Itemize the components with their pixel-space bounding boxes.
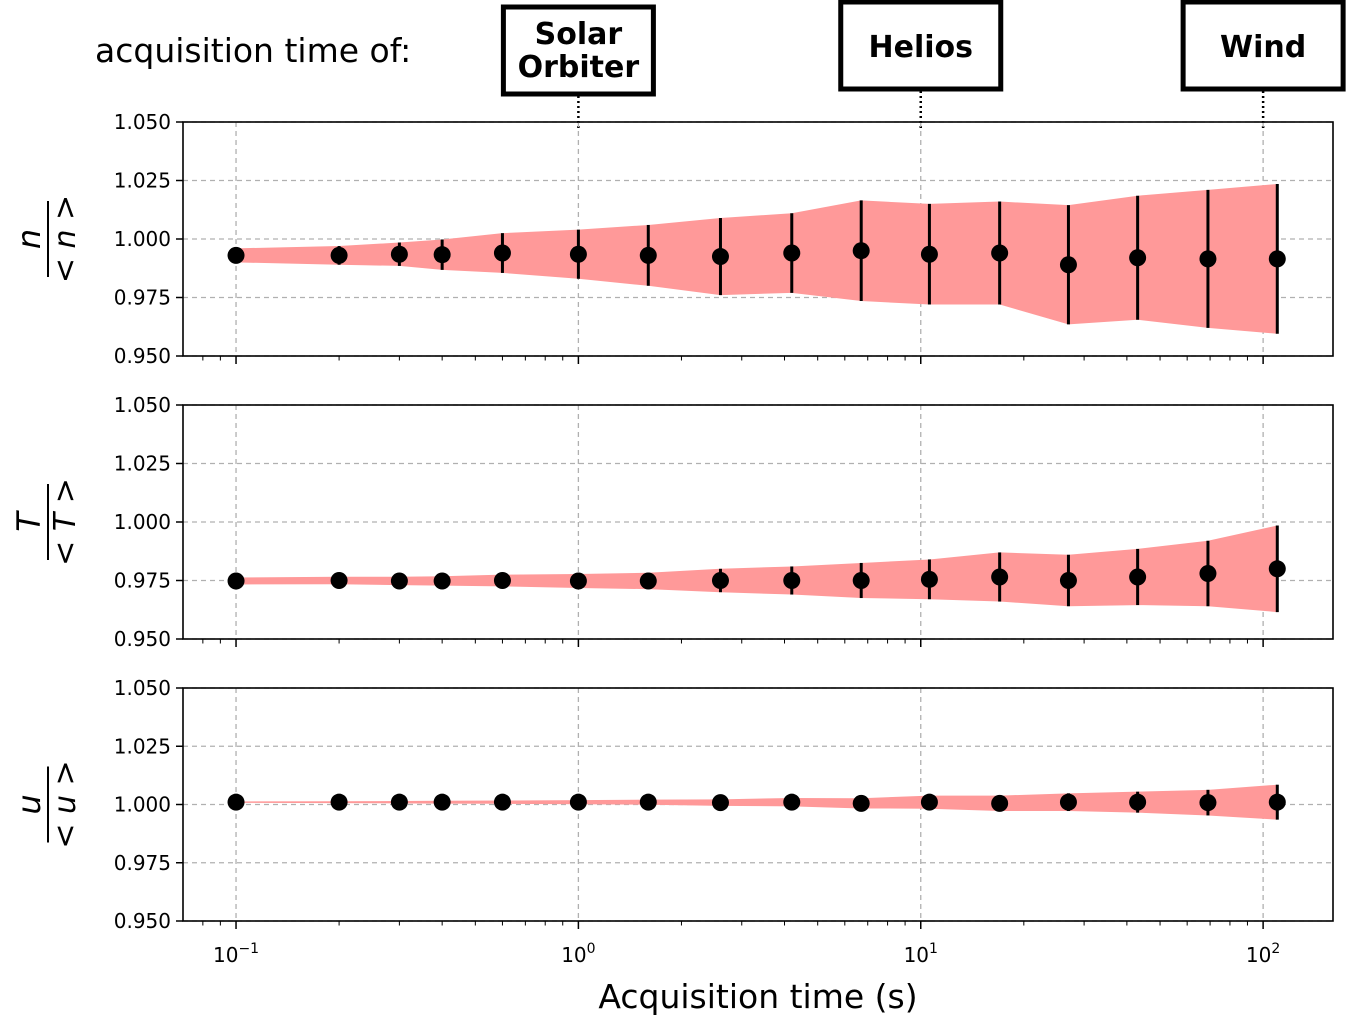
y-tick-label: 0.950 bbox=[114, 909, 171, 933]
data-point bbox=[920, 570, 938, 588]
y-axis-label-temperature: T < T > bbox=[10, 478, 83, 566]
annotation-text: Helios bbox=[869, 30, 974, 65]
x-tick-label: 100 bbox=[561, 941, 595, 967]
x-tick-label: 101 bbox=[904, 941, 938, 967]
data-point bbox=[227, 246, 245, 264]
y-label-denominator: < T > bbox=[48, 478, 83, 566]
annotation-box: Wind bbox=[1180, 0, 1346, 128]
y-tick-label: 1.050 bbox=[114, 393, 171, 417]
acquisition-time-label: acquisition time of: bbox=[95, 31, 411, 70]
data-point bbox=[569, 793, 587, 811]
annotation-frame bbox=[500, 4, 656, 97]
data-point bbox=[711, 248, 729, 266]
data-point bbox=[390, 572, 408, 590]
y-tick-label: 0.950 bbox=[114, 344, 171, 368]
uncertainty-band-temperature bbox=[236, 525, 1278, 613]
data-point bbox=[852, 572, 870, 589]
x-tick-label: 10−1 bbox=[213, 941, 259, 967]
data-point bbox=[1129, 568, 1147, 586]
uncertainty-band-velocity bbox=[236, 784, 1278, 820]
data-point bbox=[493, 572, 511, 589]
y-tick-label: 1.050 bbox=[114, 110, 171, 134]
data-point bbox=[991, 794, 1009, 812]
y-tick-label: 1.025 bbox=[114, 169, 171, 193]
data-point bbox=[1199, 564, 1217, 582]
y-label-numerator: T bbox=[10, 510, 48, 532]
y-tick-label: 1.025 bbox=[114, 452, 171, 476]
data-point bbox=[493, 244, 511, 262]
data-point bbox=[1199, 250, 1217, 268]
y-axis-label-density: n < n > bbox=[10, 195, 83, 283]
data-point bbox=[852, 242, 870, 260]
data-point bbox=[852, 794, 870, 812]
uncertainty-band-density bbox=[236, 184, 1278, 334]
data-point bbox=[569, 572, 587, 590]
y-tick-label: 1.000 bbox=[114, 793, 171, 817]
y-label-denominator: < n > bbox=[48, 195, 83, 283]
y-label-denominator: < u > bbox=[48, 760, 83, 848]
data-point bbox=[227, 793, 245, 811]
data-point bbox=[1268, 560, 1286, 578]
y-tick-label: 1.025 bbox=[114, 734, 171, 758]
data-point bbox=[433, 572, 451, 590]
data-point bbox=[1129, 793, 1147, 811]
data-point bbox=[330, 572, 348, 589]
data-point bbox=[1129, 249, 1147, 267]
annotation-text: Wind bbox=[1220, 30, 1306, 65]
data-point bbox=[390, 245, 408, 263]
y-tick-label: 1.050 bbox=[114, 676, 171, 700]
data-point bbox=[330, 793, 348, 811]
panel-velocity: 0.950 0.975 1.000 1.025 1.050 u < u > 10−1 100 10… bbox=[10, 676, 1334, 967]
annotation-text: Solar bbox=[535, 17, 623, 52]
data-point bbox=[920, 793, 938, 811]
panel-density: 0.950 0.975 1.000 1.025 1.050 n < n > bbox=[10, 110, 1334, 368]
data-point bbox=[433, 246, 451, 264]
data-point bbox=[639, 793, 657, 811]
y-tick-label: 0.975 bbox=[114, 851, 171, 875]
y-axis-label-velocity: u < u > bbox=[10, 760, 83, 848]
panel-temperature: 0.950 0.975 1.000 1.025 1.050 T < T > bbox=[10, 393, 1334, 651]
y-tick-label: 0.950 bbox=[114, 627, 171, 651]
x-axis-label: Acquisition time (s) bbox=[598, 977, 917, 1016]
data-point bbox=[783, 793, 801, 811]
data-point bbox=[991, 244, 1009, 262]
data-point bbox=[1059, 256, 1077, 274]
data-point bbox=[569, 245, 587, 263]
data-point bbox=[711, 794, 729, 812]
data-point bbox=[991, 568, 1009, 586]
data-point bbox=[227, 572, 245, 590]
y-tick-label: 1.000 bbox=[114, 227, 171, 251]
y-tick-label: 1.000 bbox=[114, 510, 171, 534]
x-tick-label: 102 bbox=[1246, 941, 1280, 967]
data-point bbox=[783, 572, 801, 589]
data-point bbox=[1268, 793, 1286, 811]
data-point bbox=[783, 244, 801, 262]
data-point bbox=[433, 793, 451, 811]
data-point bbox=[493, 793, 511, 811]
data-point bbox=[1059, 572, 1077, 589]
annotation-text: Orbiter bbox=[518, 50, 640, 85]
annotation-frame bbox=[1180, 0, 1346, 92]
y-tick-label: 0.975 bbox=[114, 286, 171, 310]
data-point bbox=[390, 793, 408, 811]
data-point bbox=[1059, 793, 1077, 811]
data-point bbox=[1268, 250, 1286, 268]
data-point bbox=[920, 245, 938, 263]
annotation-frame bbox=[838, 0, 1004, 92]
data-point bbox=[711, 572, 729, 589]
y-label-numerator: u bbox=[10, 794, 48, 814]
annotation-box: Helios bbox=[838, 0, 1004, 128]
data-point bbox=[639, 572, 657, 590]
data-point bbox=[639, 246, 657, 264]
data-point bbox=[330, 246, 348, 264]
panels-layer: 0.950 0.975 1.000 1.025 1.050 n < n > 0.950 0.97… bbox=[10, 110, 1334, 967]
y-tick-label: 0.975 bbox=[114, 569, 171, 593]
data-point bbox=[1199, 794, 1217, 812]
y-label-numerator: n bbox=[10, 229, 48, 249]
